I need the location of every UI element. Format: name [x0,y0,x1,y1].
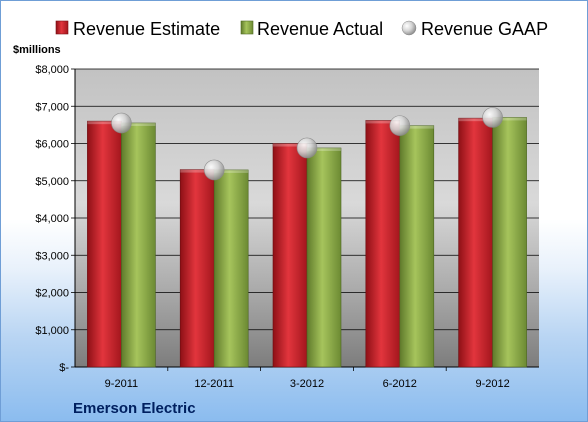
gaap-marker [203,159,225,181]
y-tick-label: $- [59,362,69,374]
x-tick-label: 9-2012 [475,378,509,390]
bar-revenue-actual [213,169,249,368]
legend-swatch-gaap [401,20,417,36]
legend-label-actual: Revenue Actual [257,19,383,39]
bar-revenue-actual-highlight [121,123,156,127]
x-tick-label: 6-2012 [383,378,417,390]
bar-revenue-estimate-highlight [273,143,307,147]
legend-swatch-estimate [55,20,69,35]
bar-revenue-actual-highlight [307,147,341,151]
x-tick-label: 12-2011 [194,378,234,390]
bar-revenue-actual [399,125,435,368]
x-axis-tick-labels: 9-2011 12-2011 3-2012 6-2012 9-2012 [105,378,510,390]
bar-revenue-estimate-highlight [458,118,493,122]
gaap-marker [389,115,411,136]
bar-revenue-actual-highlight [399,125,434,129]
bar-revenue-actual-highlight [492,117,527,121]
legend-item-actual: Revenue Actual [240,19,383,39]
legend-label-gaap: Revenue GAAP [421,19,548,39]
bar-revenue-estimate [458,117,493,368]
bar-revenue-actual [121,122,156,368]
bar-revenue-actual [306,147,342,368]
legend-item-gaap: Revenue GAAP [401,19,548,39]
x-tick-label: 3-2012 [290,378,324,390]
y-axis-tick-labels: $- $1,000 $2,000 $3,000 $4,000 $5,000 $6,000 $7… [35,64,69,374]
bar-revenue-estimate [87,120,122,368]
y-tick-label: $7,000 [35,101,69,113]
bar-revenue-actual [492,117,527,368]
bar-revenue-estimate [272,143,308,368]
legend-label-estimate: Revenue Estimate [73,19,220,39]
y-tick-label: $8,000 [35,64,69,76]
y-tick-label: $1,000 [35,325,69,337]
legend: Revenue Estimate Revenue Actual Revenue … [55,19,548,39]
gaap-marker [482,107,503,128]
y-tick-label: $3,000 [35,250,69,262]
legend-swatch-actual [240,20,254,35]
bar-revenue-estimate [179,169,215,368]
company-name: Emerson Electric [73,400,196,417]
bar-revenue-estimate [365,120,401,368]
y-tick-label: $2,000 [35,288,69,300]
gaap-markers [111,107,503,181]
x-tick-label: 9-2011 [105,378,138,390]
y-tick-label: $4,000 [35,213,69,225]
bar-revenue-actual-highlight [214,169,249,173]
bar-revenue-estimate-highlight [180,169,215,173]
gaap-marker [111,112,132,134]
y-axis-unit-label: $millions [13,44,61,56]
legend-item-estimate: Revenue Estimate [55,19,220,39]
gaap-marker [296,137,318,159]
bar-revenue-estimate-highlight [87,121,122,125]
y-tick-label: $6,000 [35,139,69,151]
bar-revenue-estimate-highlight [365,120,400,124]
bars [87,117,527,368]
y-tick-label: $5,000 [35,176,69,188]
